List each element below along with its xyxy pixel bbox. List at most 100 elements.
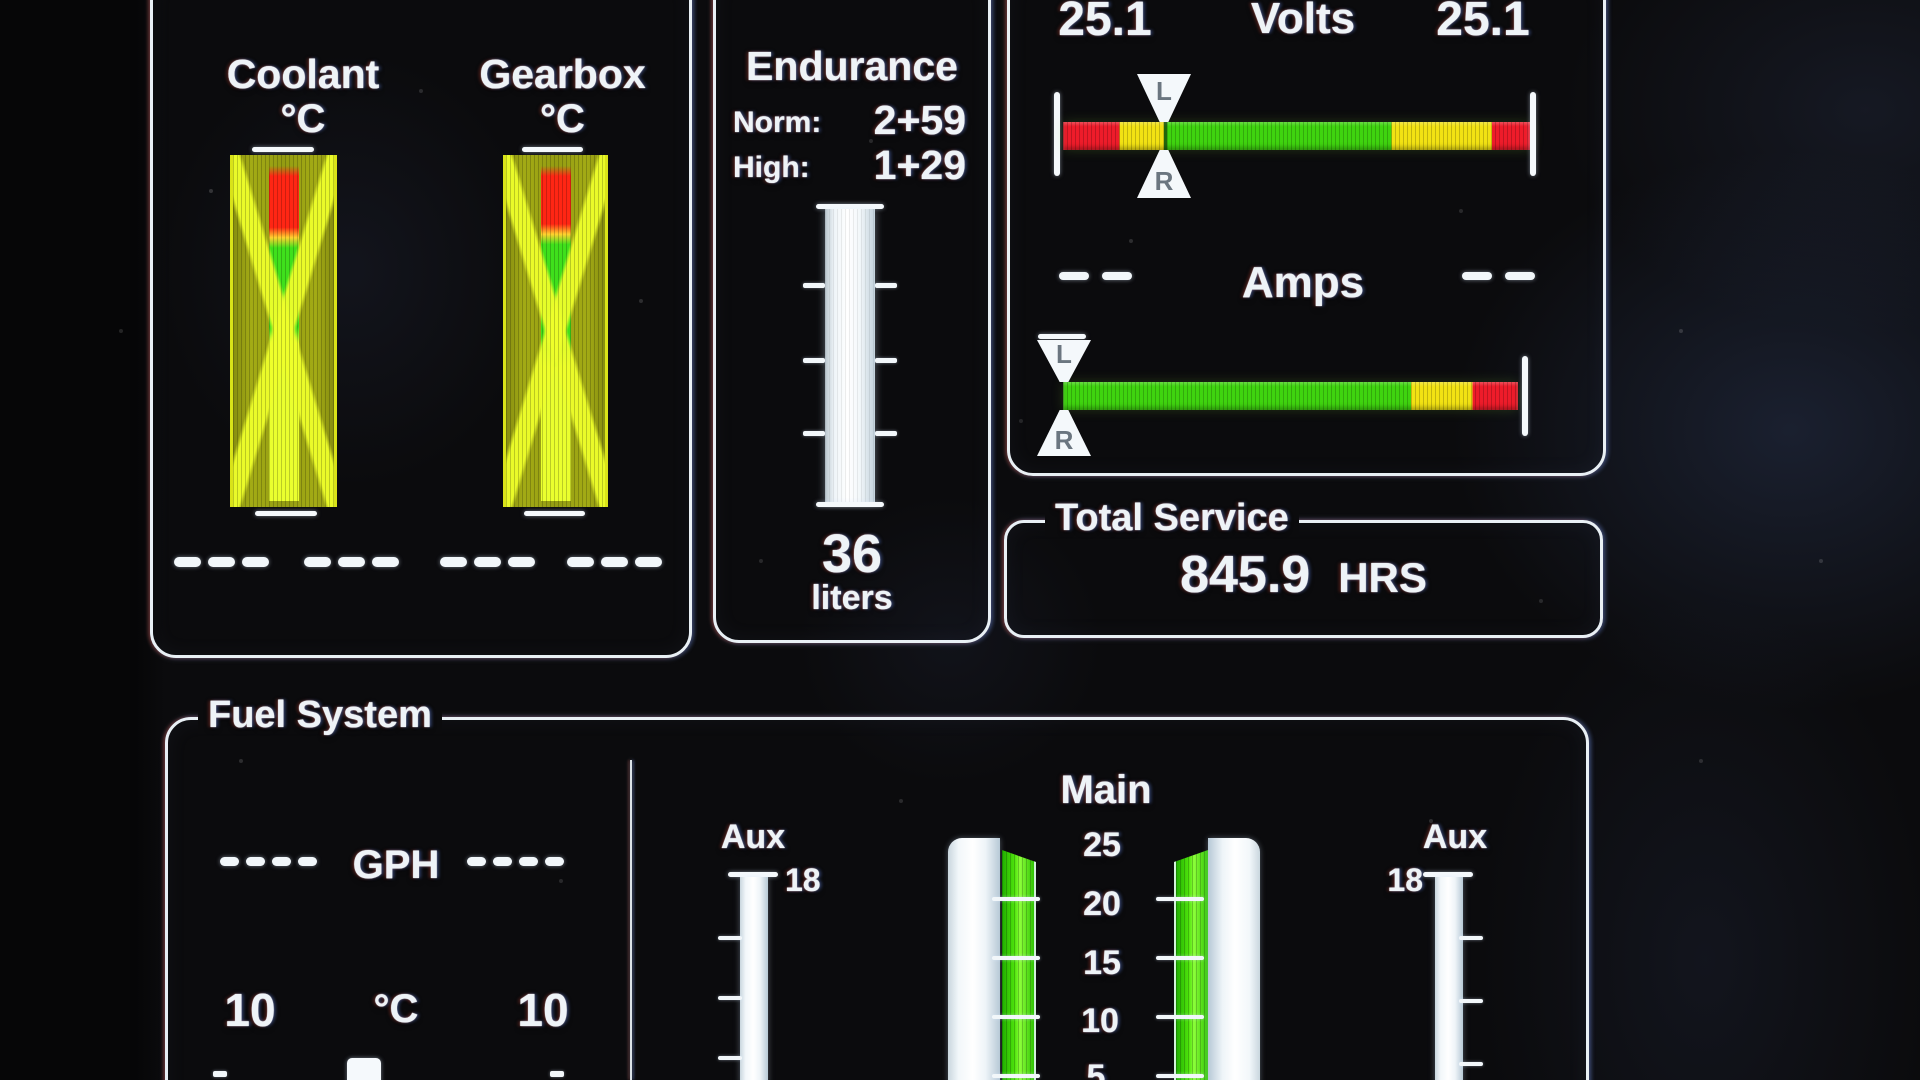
volts-port-pointer-letter: L [1156,75,1172,106]
total-service-label: Total Service [1045,499,1299,537]
gearbox-gauge-lcd-texture [506,155,605,507]
fuel-flow-right-dashes [467,857,571,866]
amps-right-value-dashes [1462,272,1548,280]
gearbox-unit-label: °C [540,97,585,141]
main-scale-5: 5 [1086,1058,1106,1080]
amps-label: Amps [1241,258,1365,307]
total-service-value-row: 845.9 HRS [1007,545,1600,605]
endurance-gauge-tick [875,283,897,288]
endurance-norm-label: Norm: [733,106,822,139]
amps-bar-lcd-texture [1063,382,1518,410]
aux-right-tank-gauge [1435,877,1463,1080]
engine-temps-panel: Coolant °C Gearbox °C [150,0,692,658]
aux-left-gauge-top-cap [728,872,778,877]
aux-right-full-mark: 18 [1387,862,1423,898]
endurance-gauge-tick [803,283,825,288]
coolant-right-value-dashes [304,557,399,567]
main-port-gauge-lcd-texture [1002,850,1034,1080]
gearbox-gauge-top-cap [522,147,583,152]
main-port-gauge-tick [992,897,1040,901]
fuel-temp-left-value: 10 [224,984,276,1036]
volts-left-value: 25.1 [1058,0,1152,46]
fuel-temp-gauge-pointer-cut [347,1058,381,1080]
fuel-temp-gauge-tick-cut [213,1071,227,1077]
volts-bar-gauge [1063,122,1532,150]
endurance-fuel-gauge-bar [825,209,875,503]
gearbox-label: Gearbox [479,51,646,97]
gearbox-left-value-dashes [440,557,535,567]
main-port-gauge-tick [992,1074,1040,1078]
total-service-unit: HRS [1338,554,1427,601]
aux-left-gauge-tick [718,936,742,940]
coolant-unit-label: °C [280,97,326,141]
volts-bar-lcd-texture [1063,122,1532,150]
amps-left-value-dashes [1059,272,1145,280]
aux-right-gauge-top-cap [1423,872,1473,877]
electrical-panel [1007,0,1606,476]
endurance-gauge-tick [803,358,825,363]
endurance-gauge-top-cap [816,204,884,209]
endurance-gauge-tick [803,431,825,436]
gearbox-right-value-dashes [567,557,662,567]
total-service-value: 845.9 [1180,546,1311,604]
volts-pointer-notch [1163,122,1167,150]
main-port-gauge-tick [992,956,1040,960]
endurance-fuel-unit: liters [811,579,893,617]
gearbox-gauge-bottom-cap [524,511,585,516]
amps-pointer-top-cap [1038,334,1086,339]
fuel-flow-label: GPH [352,843,440,887]
coolant-gauge-top-cap [252,147,314,152]
main-starboard-gauge-lcd-texture [1176,850,1208,1080]
endurance-gauge-tick [875,358,897,363]
fuel-panel-divider [630,760,632,1080]
main-starboard-gauge-tick [1156,1015,1204,1019]
aux-right-gauge-tick [1459,999,1483,1003]
main-starboard-tank-gauge-body [1208,838,1260,1080]
aux-right-label: Aux [1422,818,1488,856]
main-scale-20: 20 [1083,885,1121,923]
endurance-norm-value: 2+59 [873,97,966,143]
aux-left-gauge-tick [718,1056,742,1060]
main-scale-15: 15 [1083,944,1121,982]
volts-label: Volts [1250,0,1356,43]
fuel-temp-gauge-tick-cut [550,1071,564,1077]
fuel-system-panel: Fuel System [165,696,1589,1080]
photo-dust-speckles [0,0,2,2]
endurance-high-value: 1+29 [873,142,966,188]
volts-right-value: 25.1 [1436,0,1530,46]
fuel-system-label: Fuel System [198,696,442,734]
coolant-left-value-dashes [174,557,269,567]
endurance-high-label: High: [733,151,810,184]
coolant-label: Coolant [226,51,380,97]
main-starboard-tank-gauge-fill [1174,850,1208,1080]
aux-left-tank-gauge [740,877,768,1080]
endurance-gauge-tick [875,431,897,436]
main-starboard-gauge-tick [1156,956,1204,960]
coolant-temp-gauge [230,155,337,507]
gearbox-gauge-x-pattern [506,155,605,507]
amps-starboard-pointer-letter: R [1054,424,1074,455]
coolant-gauge-lcd-texture [233,155,334,507]
main-label: Main [1060,768,1152,812]
volts-bar-left-endcap [1054,92,1060,176]
endurance-title: Endurance [746,43,958,89]
coolant-gauge-bottom-cap [255,511,317,516]
volts-starboard-pointer-letter: R [1154,165,1174,196]
coolant-gauge-x-pattern [233,155,334,507]
aux-right-gauge-tick [1459,936,1483,940]
endurance-fuel-value: 36 [821,524,883,584]
amps-bar-gauge [1063,382,1518,410]
main-scale-10: 10 [1081,1002,1119,1040]
volts-bar-right-endcap [1530,92,1536,176]
main-starboard-gauge-tick [1156,1074,1204,1078]
main-port-tank-gauge-body [948,838,1000,1080]
aux-left-label: Aux [720,818,786,856]
total-service-panel: Total Service 845.9 HRS [1004,499,1603,638]
endurance-panel: Endurance Norm: 2+59 High: 1+29 36 liter… [713,0,991,643]
aux-left-gauge-tick [718,996,742,1000]
endurance-gauge-bottom-cap [816,502,884,507]
main-port-gauge-tick [992,1015,1040,1019]
main-starboard-gauge-tick [1156,897,1204,901]
amps-port-pointer-letter: L [1056,338,1072,369]
